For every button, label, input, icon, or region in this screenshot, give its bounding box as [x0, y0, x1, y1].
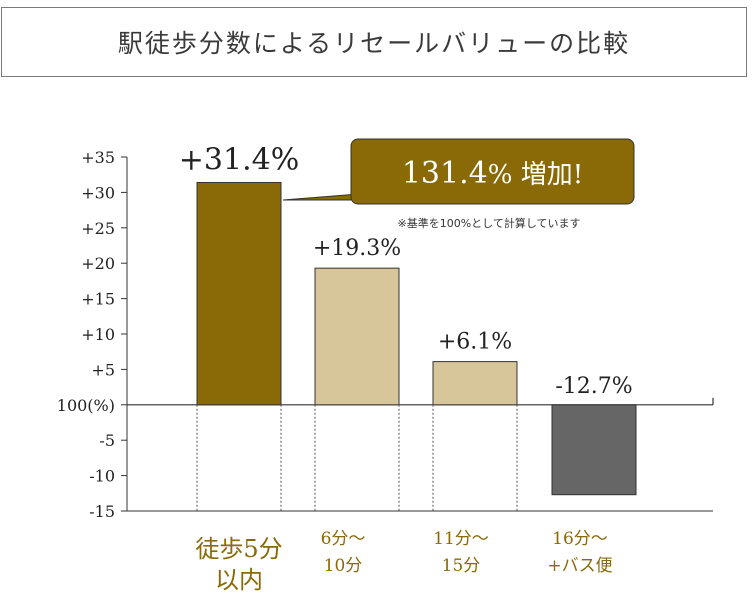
y-tick-label: +5: [91, 360, 115, 379]
callout-box: [350, 138, 635, 205]
callout-layer: 131.4% 増加! ※基準を100%として計算しています: [282, 138, 635, 230]
bar: [551, 404, 637, 496]
y-tick-label: -15: [89, 502, 115, 521]
value-label: +6.1%: [438, 330, 512, 355]
chart-title: 駅徒歩分数によるリセールバリューの比較: [1, 7, 747, 77]
bar: [314, 267, 400, 406]
y-tick-label: +10: [81, 325, 115, 344]
bar: [196, 181, 282, 406]
footnote: ※基準を100%として計算しています: [397, 216, 580, 230]
callout-label: 131.4% 増加!: [402, 156, 583, 191]
category-label: 15分: [442, 556, 481, 576]
callout-unit: % 増加!: [488, 160, 583, 190]
y-tick-label: -5: [99, 431, 115, 450]
y-tick-label: +35: [81, 148, 115, 167]
y-tick-label: +25: [81, 219, 115, 238]
value-label: +31.4%: [179, 142, 299, 177]
y-tick-label: -10: [89, 467, 115, 486]
category-label: +バス便: [547, 556, 612, 576]
bar: [432, 361, 518, 406]
category-label: 徒歩5分: [195, 535, 282, 563]
callout-number: 131.4: [402, 156, 488, 191]
y-tick-label: +20: [81, 254, 115, 273]
category-label: 6分〜: [321, 529, 366, 549]
value-label: +19.3%: [313, 236, 401, 261]
y-tick-label: 100(%): [57, 396, 115, 415]
category-label: 10分: [324, 556, 363, 576]
bars-layer: [196, 181, 637, 511]
category-label: 11分〜: [433, 529, 489, 549]
y-tick-label: +15: [81, 290, 115, 309]
value-label: -12.7%: [555, 374, 632, 399]
category-label: 16分〜: [552, 529, 608, 549]
y-tick-label: +30: [81, 183, 115, 202]
category-label: 以内: [215, 566, 263, 594]
